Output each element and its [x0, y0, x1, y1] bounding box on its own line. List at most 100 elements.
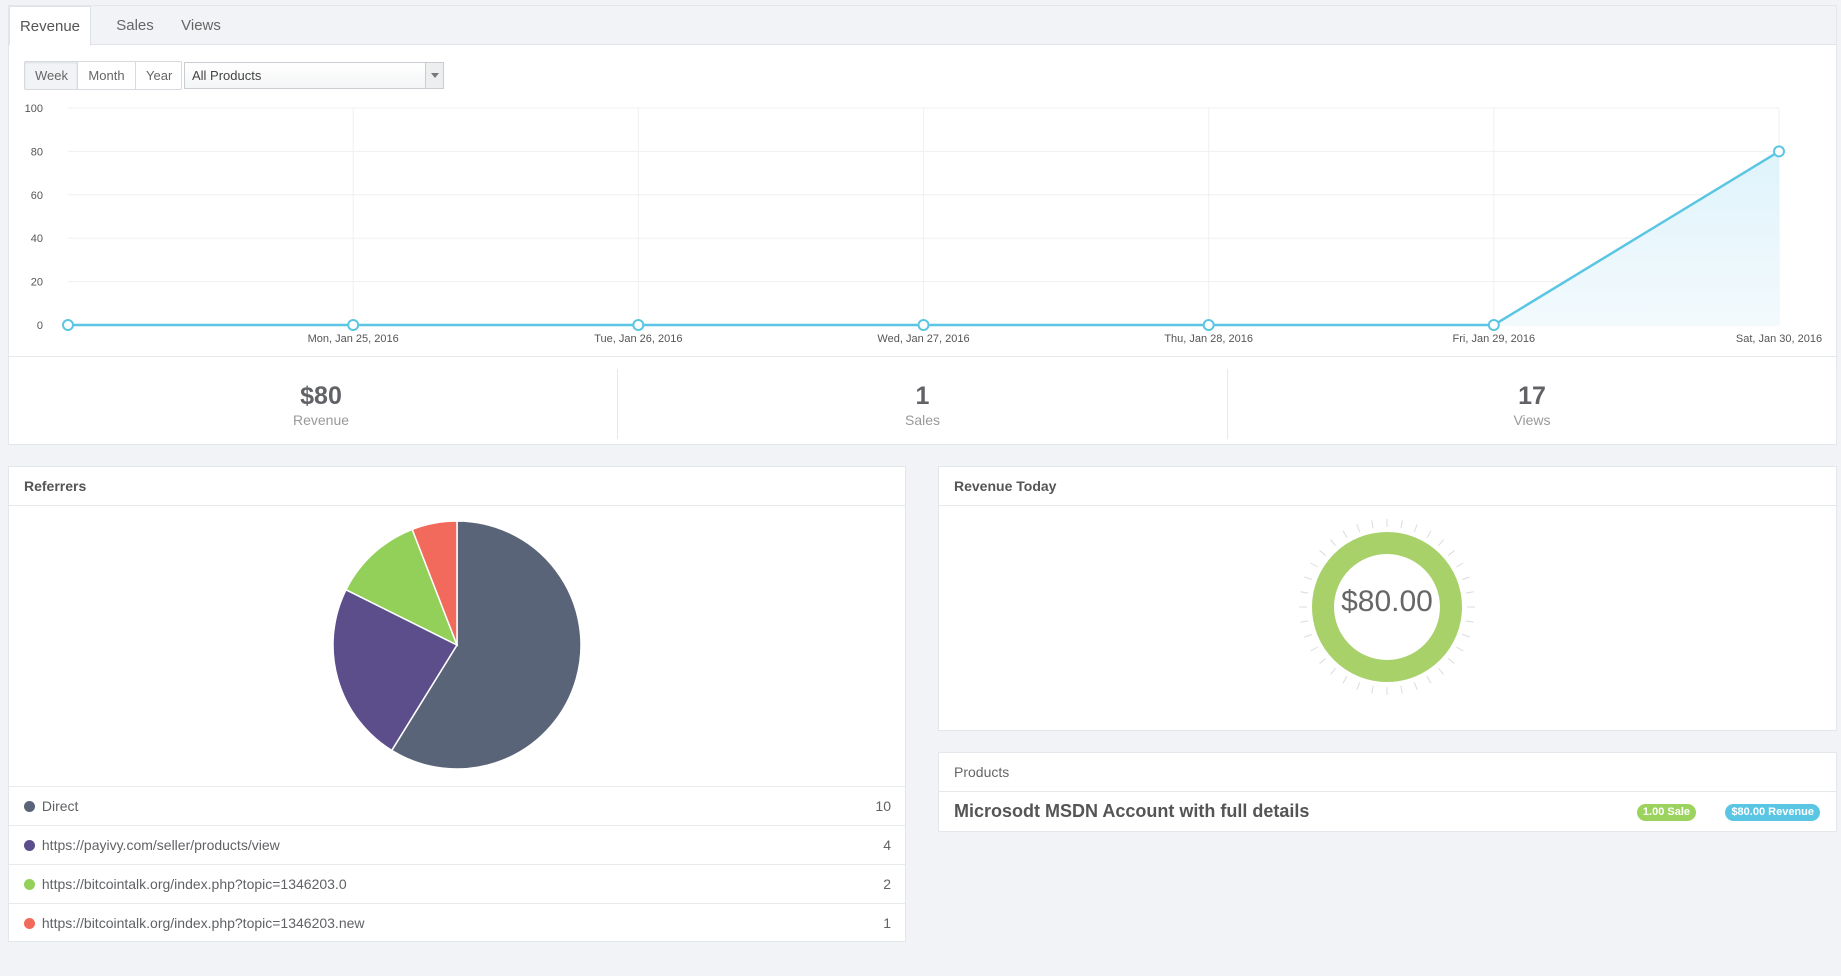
gauge-tick — [1413, 524, 1418, 532]
gauge-tick — [1456, 562, 1464, 568]
revenue-today-panel: Revenue Today $80.00 — [938, 466, 1837, 731]
revenue-badge: $80.00 Revenue — [1725, 804, 1820, 821]
legend-dot-icon — [24, 840, 35, 851]
gauge-tick — [1371, 520, 1374, 529]
data-point — [1773, 145, 1785, 158]
gauge-tick — [1465, 620, 1474, 623]
gauge-tick — [1413, 682, 1418, 690]
stat-revenue: $80 Revenue — [17, 369, 625, 439]
gauge-tick — [1426, 676, 1432, 684]
gauge-tick — [1330, 539, 1336, 547]
data-point — [62, 319, 74, 331]
referrers-pie-chart — [332, 520, 582, 770]
referrer-label: Direct — [41, 798, 79, 814]
tab-bar: Revenue Sales Views — [9, 6, 1836, 46]
gauge-tick — [1438, 667, 1444, 675]
gauge-tick — [1310, 646, 1318, 652]
referrer-count: 2 — [883, 876, 891, 892]
product-filter-value: All Products — [192, 68, 262, 83]
referrers-title: Referrers — [9, 467, 905, 506]
data-point — [632, 319, 645, 331]
referrer-label: https://bitcointalk.org/index.php?topic=… — [41, 915, 365, 931]
referrer-count: 1 — [883, 915, 891, 931]
gauge-tick — [1356, 524, 1361, 532]
y-tick-label: 20 — [31, 277, 43, 289]
gauge-tick — [1462, 633, 1470, 638]
data-point — [1202, 319, 1215, 331]
x-tick-label: Fri, Jan 29, 2016 — [1453, 333, 1536, 345]
referrers-panel: Referrers Direct 10 https://payivy.com/s… — [8, 466, 906, 942]
legend-dot-icon — [24, 801, 35, 812]
products-title: Products — [939, 753, 1836, 792]
gauge-tick — [1342, 530, 1348, 538]
revenue-today-value: $80.00 — [1341, 585, 1433, 618]
tab-sales[interactable]: Sales — [116, 17, 154, 34]
referrer-count: 10 — [875, 798, 891, 814]
gauge-tick — [1300, 591, 1309, 594]
tab-views[interactable]: Views — [181, 17, 221, 34]
week-button[interactable]: Week — [24, 61, 78, 90]
stat-sales-label: Sales — [904, 412, 941, 428]
referrer-label: https://payivy.com/seller/products/view — [41, 837, 280, 853]
gauge-tick — [1304, 576, 1312, 581]
referrers-list: Direct 10 https://payivy.com/seller/prod… — [9, 786, 905, 942]
gauge-tick — [1342, 676, 1348, 684]
stat-revenue-value: $80 — [300, 382, 342, 410]
data-point — [347, 319, 360, 331]
gauge-tick — [1304, 633, 1312, 638]
gauge-tick — [1310, 562, 1318, 568]
x-tick-label: Tue, Jan 26, 2016 — [594, 333, 682, 345]
referrer-label: https://bitcointalk.org/index.php?topic=… — [41, 876, 347, 892]
y-tick-label: 0 — [37, 320, 43, 332]
product-name[interactable]: Microsodt MSDN Account with full details — [954, 801, 1310, 821]
x-tick-label: Wed, Jan 27, 2016 — [877, 333, 969, 345]
legend-dot-icon — [24, 918, 35, 929]
pie-slice — [390, 520, 582, 770]
data-point — [1487, 319, 1500, 331]
gauge-tick — [1456, 646, 1464, 652]
gauge-tick — [1426, 530, 1432, 538]
stat-revenue-label: Revenue — [292, 412, 350, 428]
product-filter-select[interactable]: All Products — [184, 62, 444, 89]
list-item[interactable]: https://payivy.com/seller/products/view … — [9, 825, 905, 864]
stat-views-label: Views — [1513, 412, 1551, 428]
revenue-line-chart: 0 20 40 60 80 100 Mon, Jan 25, 2016 Tue, Jan 26… — [25, 103, 1822, 345]
gauge-tick — [1319, 550, 1327, 556]
stat-views-value: 17 — [1518, 382, 1546, 410]
month-button[interactable]: Month — [77, 61, 136, 90]
x-tick-label: Sat, Jan 30, 2016 — [1736, 333, 1822, 345]
x-tick-label: Mon, Jan 25, 2016 — [308, 333, 399, 345]
gauge-fill — [1312, 532, 1462, 682]
stats-row: $80 Revenue 1 Sales 17 Views — [9, 356, 1837, 444]
sale-badge: 1.00 Sale — [1636, 804, 1696, 821]
gauge-tick — [1356, 682, 1361, 690]
tab-revenue[interactable]: Revenue — [9, 6, 91, 46]
stat-views: 17 Views — [1227, 369, 1837, 439]
y-tick-label: 40 — [31, 233, 43, 245]
gauge-tick — [1400, 520, 1403, 529]
x-tick-label: Thu, Jan 28, 2016 — [1164, 333, 1253, 345]
stat-sales-value: 1 — [915, 382, 930, 410]
gauge-tick — [1447, 550, 1455, 556]
list-item[interactable]: Direct 10 — [9, 786, 905, 825]
gauge-tick — [1300, 620, 1309, 623]
revenue-today-title: Revenue Today — [939, 467, 1836, 506]
gauge-tick — [1465, 591, 1474, 594]
gauge-tick — [1371, 685, 1374, 694]
revenue-today-gauge — [1299, 519, 1475, 695]
data-point — [917, 319, 930, 331]
y-tick-label: 100 — [25, 103, 43, 115]
range-button-group: Week Month Year — [24, 61, 182, 90]
gauge-tick — [1438, 539, 1444, 547]
gauge-tick — [1462, 576, 1470, 581]
gauge-tick — [1447, 658, 1455, 664]
product-row[interactable]: Microsodt MSDN Account with full details… — [939, 792, 1836, 832]
gauge-tick — [1330, 667, 1336, 675]
pie-slice — [411, 520, 458, 646]
list-item[interactable]: https://bitcointalk.org/index.php?topic=… — [9, 864, 905, 903]
y-tick-label: 60 — [31, 190, 43, 202]
legend-dot-icon — [24, 879, 35, 890]
list-item[interactable]: https://bitcointalk.org/index.php?topic=… — [9, 903, 905, 942]
chevron-down-icon[interactable] — [425, 63, 443, 88]
year-button[interactable]: Year — [135, 61, 182, 90]
